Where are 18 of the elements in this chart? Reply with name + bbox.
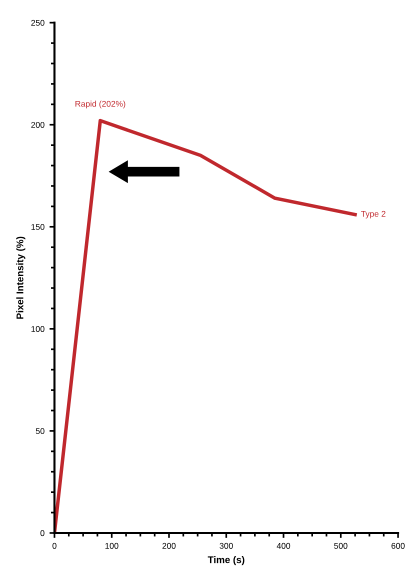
x-tick-label: 200 (162, 542, 176, 549)
y-tick-label: 0 (40, 530, 44, 536)
x-tick-label: 400 (276, 542, 290, 549)
line-series (54, 118, 357, 533)
x-axis-title: Time (s) (208, 556, 244, 566)
x-tick-label: 0 (52, 542, 56, 549)
y-tick-label: 150 (31, 224, 44, 230)
x-tick-label: 500 (334, 542, 348, 549)
y-tick-label: 100 (31, 326, 44, 332)
y-tick-label: 200 (31, 122, 44, 128)
y-tick-label: 250 (31, 20, 44, 26)
x-tick-label: 300 (220, 542, 233, 549)
series-label: Type 2 (361, 210, 386, 218)
y-axis-title: Pixel Intensity (%) (16, 236, 26, 319)
x-tick-label: 100 (105, 542, 118, 549)
y-tick-label: 50 (36, 428, 44, 434)
annotation: Rapid (202%) (75, 100, 126, 108)
x-tick-label: 600 (392, 542, 405, 549)
